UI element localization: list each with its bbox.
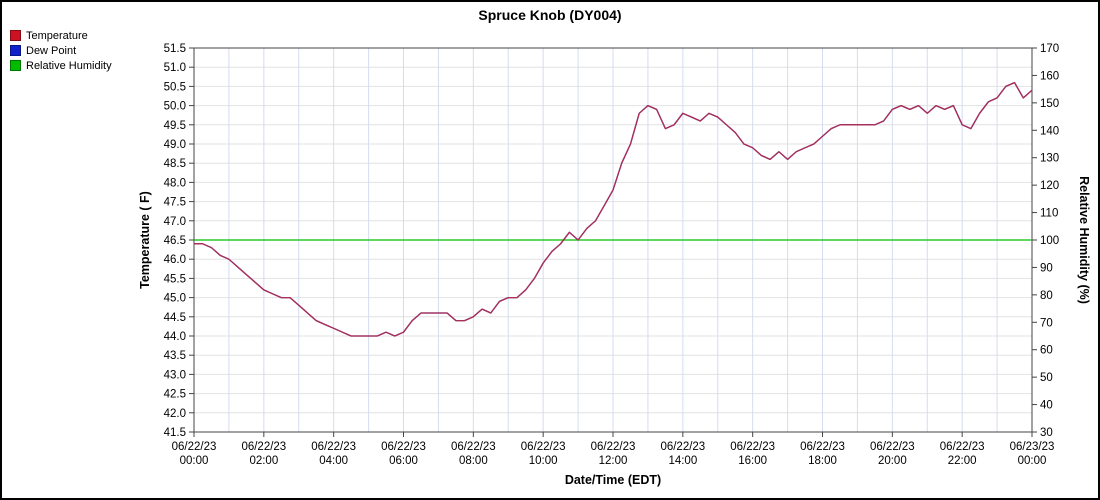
y-right-tick-label: 120 <box>1040 180 1059 192</box>
legend-swatch <box>10 30 21 41</box>
y-right-tick-label: 50 <box>1040 372 1053 384</box>
y-left-tick-label: 43.0 <box>164 369 186 381</box>
x-tick-time: 18:00 <box>808 455 837 467</box>
y-left-tick-label: 45.0 <box>164 293 186 305</box>
y-right-tick-label: 60 <box>1040 345 1053 357</box>
x-tick-time: 00:00 <box>180 455 209 467</box>
x-tick-time: 02:00 <box>249 455 278 467</box>
chart-title: Spruce Knob (DY004) <box>478 7 622 23</box>
x-tick-time: 20:00 <box>878 455 907 467</box>
x-tick-date: 06/22/23 <box>940 441 985 453</box>
y-right-tick-label: 70 <box>1040 317 1053 329</box>
x-tick-date: 06/22/23 <box>381 441 426 453</box>
y-right-tick-label: 140 <box>1040 125 1059 137</box>
legend-swatch <box>10 45 21 56</box>
y-left-tick-label: 47.0 <box>164 216 186 228</box>
y-left-tick-label: 51.0 <box>164 62 186 74</box>
y-right-tick-label: 110 <box>1040 208 1058 220</box>
legend-label: Temperature <box>26 29 88 42</box>
y-left-tick-label: 47.5 <box>164 197 186 209</box>
x-tick-date: 06/22/23 <box>800 441 845 453</box>
legend-item: Temperature <box>10 28 112 43</box>
x-tick-time: 04:00 <box>319 455 348 467</box>
x-tick-date: 06/22/23 <box>241 441 286 453</box>
x-tick-date: 06/23/23 <box>1010 441 1055 453</box>
y-left-tick-label: 44.0 <box>164 331 186 343</box>
y-left-tick-label: 48.5 <box>164 158 186 170</box>
x-tick-time: 16:00 <box>738 455 767 467</box>
y-right-tick-label: 150 <box>1040 98 1059 110</box>
x-tick-date: 06/22/23 <box>591 441 636 453</box>
series-temperature <box>194 81 1033 337</box>
legend-label: Relative Humidity <box>26 59 112 72</box>
x-tick-date: 06/22/23 <box>451 441 496 453</box>
y-left-tick-label: 43.5 <box>164 350 186 362</box>
x-tick-date: 06/22/23 <box>660 441 705 453</box>
y-left-tick-label: 46.0 <box>164 254 186 266</box>
x-tick-date: 06/22/23 <box>870 441 915 453</box>
x-tick-time: 12:00 <box>599 455 628 467</box>
x-tick-date: 06/22/23 <box>730 441 775 453</box>
y-right-tick-label: 130 <box>1040 153 1059 165</box>
y-left-tick-label: 45.5 <box>164 273 186 285</box>
y-left-tick-label: 42.5 <box>164 389 186 401</box>
y-left-tick-label: 41.5 <box>164 427 186 439</box>
y-right-tick-label: 170 <box>1040 43 1059 55</box>
x-tick-time: 00:00 <box>1018 455 1047 467</box>
legend: Temperature Dew Point Relative Humidity <box>10 28 112 73</box>
legend-item: Dew Point <box>10 43 112 58</box>
y-right-tick-label: 80 <box>1040 290 1053 302</box>
y-left-axis-title: Temperature ( F) <box>138 191 152 289</box>
y-left-tick-label: 44.5 <box>164 312 186 324</box>
y-left-tick-label: 51.5 <box>164 43 186 55</box>
x-tick-time: 06:00 <box>389 455 418 467</box>
x-tick-time: 10:00 <box>529 455 558 467</box>
y-left-tick-label: 49.5 <box>164 120 186 132</box>
x-tick-date: 06/22/23 <box>172 441 217 453</box>
y-right-axis-title: Relative Humidity (%) <box>1077 176 1091 304</box>
legend-swatch <box>10 60 21 71</box>
x-tick-time: 22:00 <box>948 455 977 467</box>
y-left-tick-label: 48.0 <box>164 177 186 189</box>
y-right-tick-label: 30 <box>1040 427 1053 439</box>
x-tick-time: 14:00 <box>668 455 697 467</box>
y-left-tick-label: 46.5 <box>164 235 186 247</box>
x-axis-title: Date/Time (EDT) <box>565 473 661 487</box>
y-left-tick-label: 42.0 <box>164 408 186 420</box>
y-right-tick-label: 90 <box>1040 262 1053 274</box>
y-left-tick-label: 50.0 <box>164 101 186 113</box>
y-right-tick-label: 160 <box>1040 70 1059 82</box>
x-tick-date: 06/22/23 <box>521 441 566 453</box>
y-left-tick-label: 49.0 <box>164 139 186 151</box>
y-right-tick-label: 40 <box>1040 400 1053 412</box>
legend-label: Dew Point <box>26 44 77 57</box>
x-tick-date: 06/22/23 <box>311 441 356 453</box>
y-left-tick-label: 50.5 <box>164 81 186 93</box>
x-tick-time: 08:00 <box>459 455 488 467</box>
legend-item: Relative Humidity <box>10 58 112 73</box>
y-right-tick-label: 100 <box>1040 235 1059 247</box>
